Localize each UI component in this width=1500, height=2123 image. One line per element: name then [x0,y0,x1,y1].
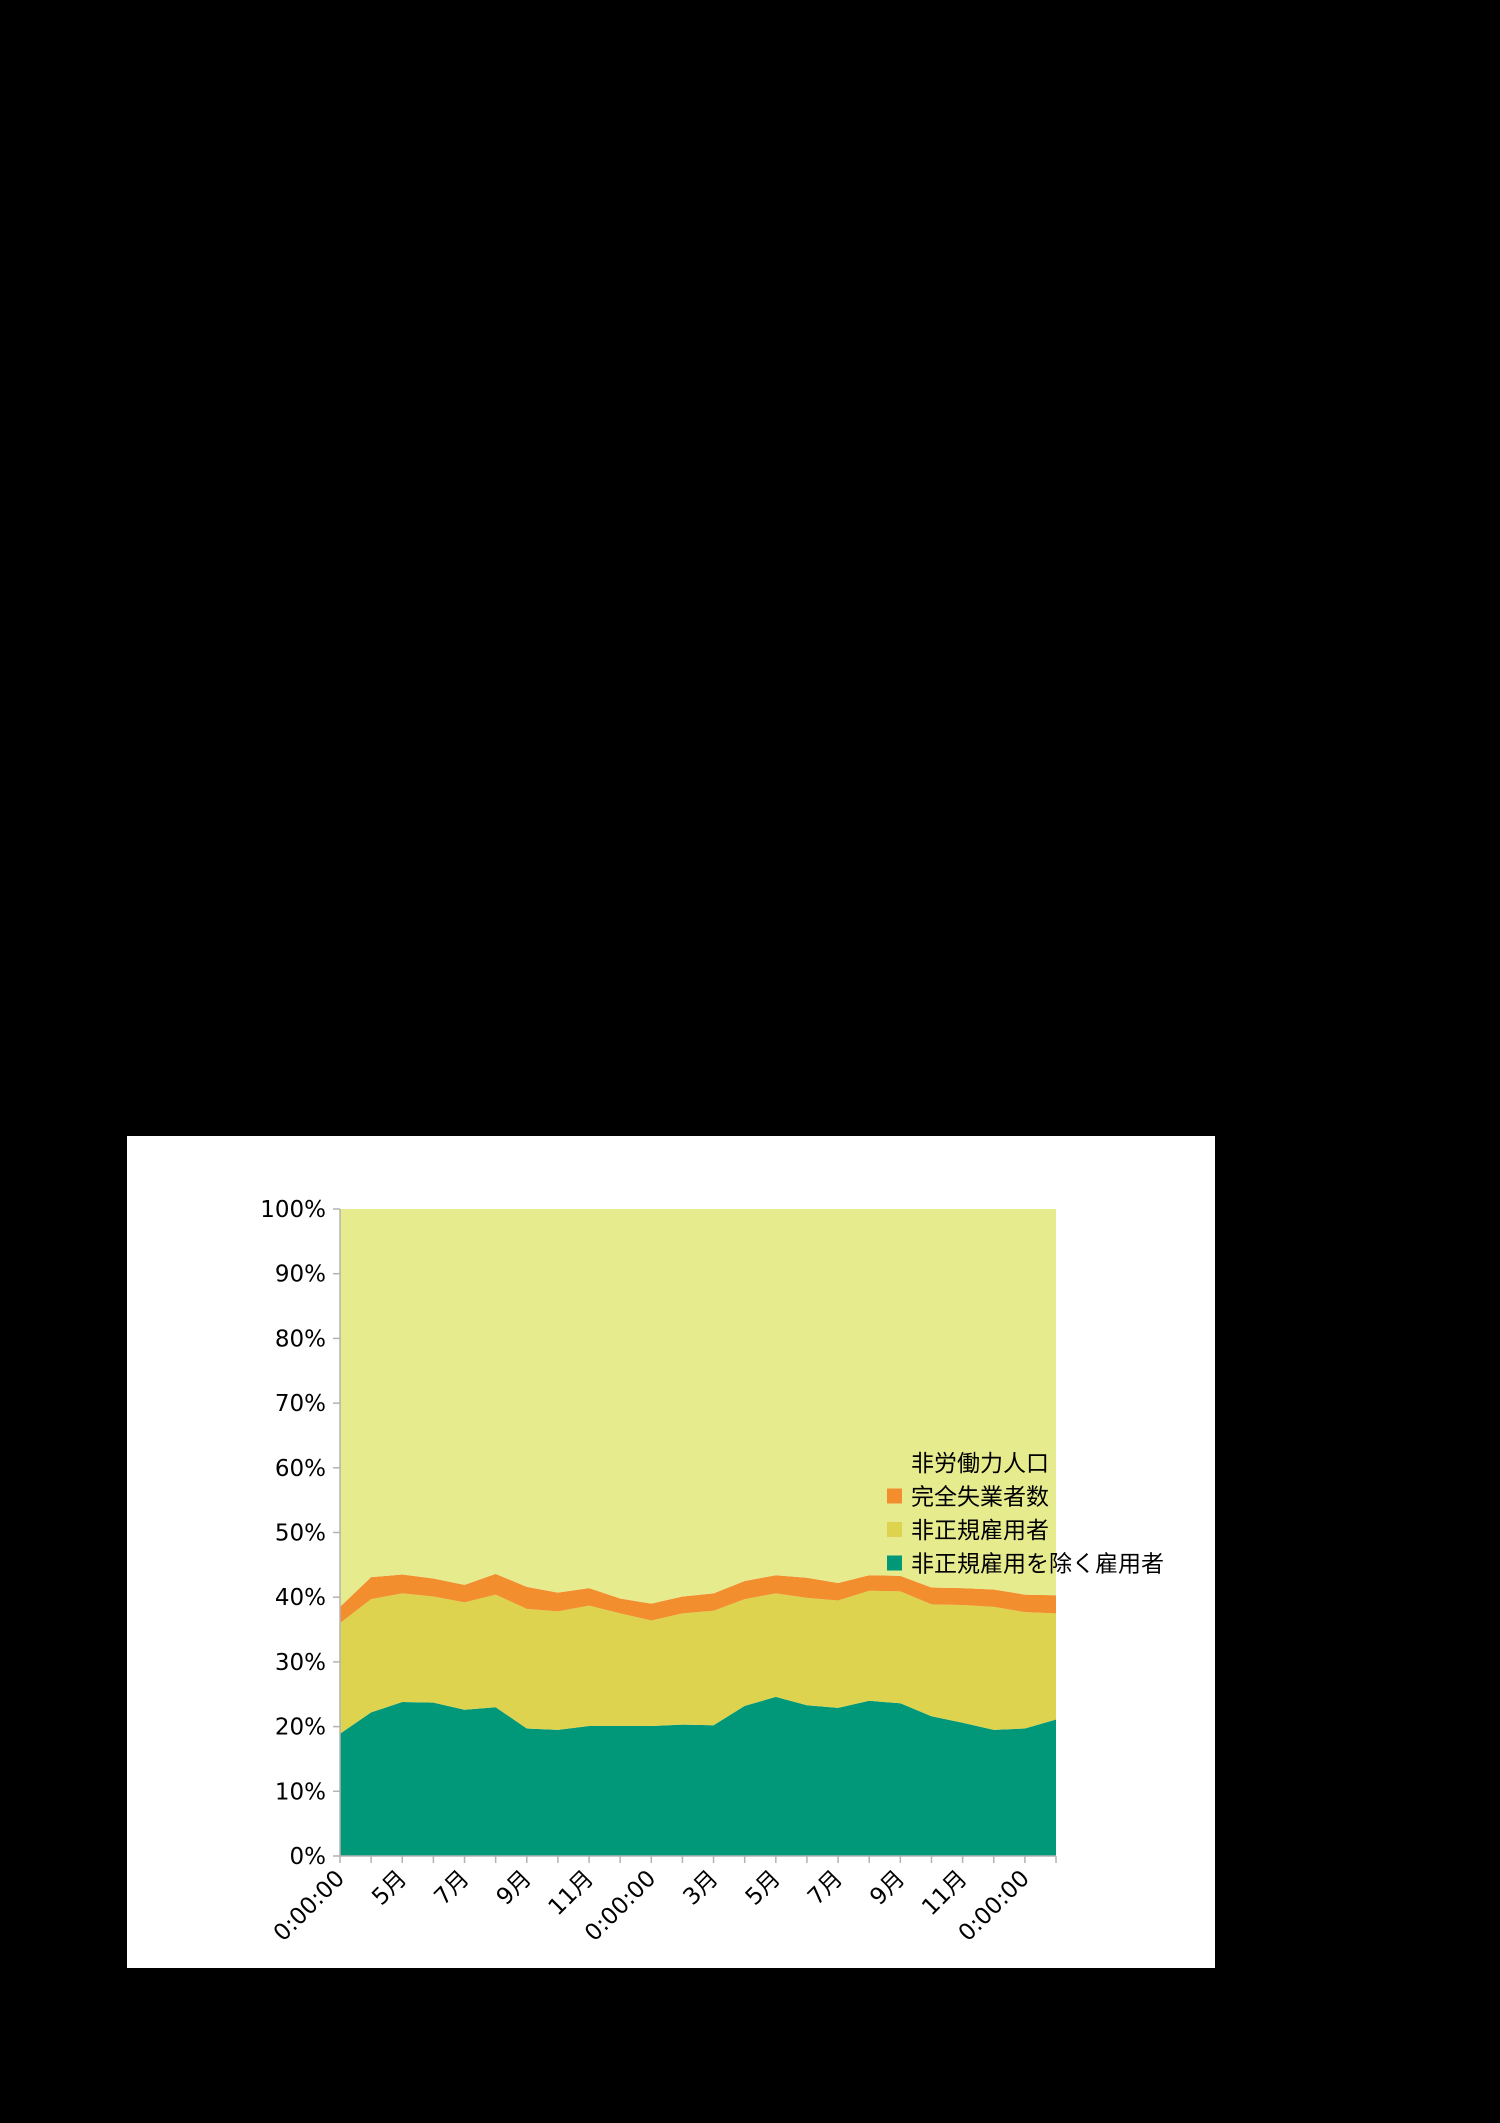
y-tick-label: 20% [275,1715,326,1741]
y-tick-label: 100% [260,1197,326,1223]
y-tick-label: 60% [275,1456,326,1482]
legend-swatch [887,1555,902,1571]
x-tick-label: 9月 [492,1866,537,1911]
y-tick-label: 40% [275,1585,326,1611]
y-tick-label: 80% [275,1326,326,1352]
stacked-area-chart: 0% 10% 20% 30% 40% 50% 60% 70% 80% 90% 100% 0:00:00… [260,1197,1164,1947]
x-tick-label: 11月 [544,1866,599,1921]
y-tick-label: 50% [275,1521,326,1547]
series-area-1 [340,1590,1056,1734]
series-area-2 [340,1573,1056,1624]
y-tick-label: 90% [275,1262,326,1288]
x-tick-label: 9月 [865,1866,910,1911]
chart-panel: 0% 10% 20% 30% 40% 50% 60% 70% 80% 90% 100% 0:00:00… [127,1136,1215,1968]
x-tick-label: 7月 [803,1866,848,1911]
x-tick-label: 5月 [741,1866,786,1911]
legend-label: 完全失業者数 [911,1485,1049,1511]
x-tick-label: 7月 [429,1866,474,1911]
legend-swatch [887,1522,902,1537]
legend-label: 非正規雇用を除く雇用者 [911,1552,1164,1578]
series-area-0 [340,1696,1056,1856]
x-tick-label: 3月 [678,1866,723,1911]
x-tick-label: 11月 [917,1866,972,1921]
legend-label: 非労働力人口 [911,1451,1049,1477]
series-areas [340,1209,1056,1856]
y-tick-label: 70% [275,1391,326,1417]
x-tick-label: 5月 [367,1866,412,1911]
legend-swatch [887,1488,902,1504]
y-tick-label: 0% [290,1844,327,1870]
y-tick-label: 30% [275,1650,326,1676]
legend-label: 非正規雇用者 [911,1518,1049,1544]
y-tick-label: 10% [275,1779,326,1805]
x-tick-label: 0:00:00 [269,1866,350,1947]
series-area-3 [340,1209,1056,1607]
